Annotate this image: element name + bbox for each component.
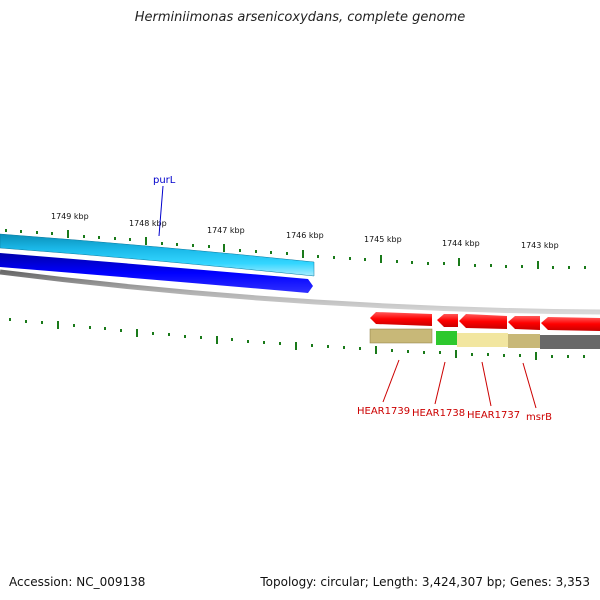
scale-ticks-inner bbox=[9, 318, 585, 360]
cog-band-HEAR1738 bbox=[436, 331, 457, 345]
gene-purL-arrow[interactable] bbox=[0, 253, 313, 293]
scale-label-1744: 1744 kbp bbox=[442, 239, 480, 248]
gene-next-arrow[interactable] bbox=[541, 317, 600, 331]
gene-label-HEAR1739[interactable]: HEAR1739 bbox=[357, 406, 410, 417]
label-line-msrB bbox=[522, 362, 537, 409]
scale-label-1743: 1743 kbp bbox=[521, 241, 559, 250]
gene-label-purL[interactable]: purL bbox=[153, 175, 176, 186]
gene-label-HEAR1737[interactable]: HEAR1737 bbox=[467, 410, 520, 421]
map-title: Herminiimonas arsenicoxydans, complete g… bbox=[134, 10, 466, 25]
scale-label-1746: 1746 kbp bbox=[286, 231, 324, 240]
gene-HEAR1739-arrow[interactable] bbox=[370, 312, 432, 326]
backbone-ring bbox=[0, 269, 600, 315]
scale-ticks-outer bbox=[5, 229, 586, 269]
cog-band-HEAR1737 bbox=[457, 333, 508, 347]
accession-text: Accession: NC_009138 bbox=[9, 575, 146, 589]
scale-label-1747: 1747 kbp bbox=[207, 226, 245, 235]
cog-band-HEAR1739 bbox=[369, 328, 433, 344]
gene-msrB-arrow[interactable] bbox=[508, 316, 540, 330]
scale-label-1749: 1749 kbp bbox=[51, 212, 89, 221]
label-line-HEAR1739 bbox=[382, 359, 400, 403]
cog-band-next bbox=[540, 335, 600, 349]
label-line-HEAR1738 bbox=[434, 361, 446, 405]
gene-purL-cog-band[interactable] bbox=[0, 233, 315, 277]
scale-label-1745: 1745 kbp bbox=[364, 235, 402, 244]
gene-label-msrB[interactable]: msrB bbox=[526, 412, 552, 423]
gene-HEAR1737-arrow[interactable] bbox=[459, 314, 507, 329]
gene-label-HEAR1738[interactable]: HEAR1738 bbox=[412, 408, 465, 419]
label-line-HEAR1737 bbox=[481, 361, 492, 407]
label-line-purL bbox=[158, 185, 164, 237]
gene-HEAR1738-arrow[interactable] bbox=[437, 314, 458, 327]
genome-summary-text: Topology: circular; Length: 3,424,307 bp… bbox=[260, 575, 590, 589]
scale-label-1748: 1748 kbp bbox=[129, 219, 167, 228]
cog-band-msrB bbox=[508, 334, 540, 348]
